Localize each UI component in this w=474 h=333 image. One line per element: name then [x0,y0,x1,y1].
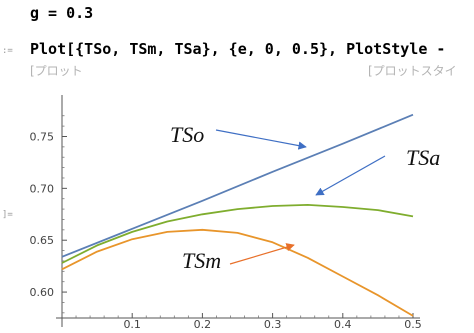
annotation-layer: TSo TSa TSm [170,122,440,273]
annotation-arrow-tsm [229,243,295,265]
annotation-label-tsa: TSa [406,145,440,170]
x-tick-label: 0.2 [194,318,212,331]
autocomplete-hint-plot[interactable]: [プロット [30,64,83,78]
series-line-tsa [61,203,414,264]
series-layer [61,113,414,317]
annotation-label-tso: TSo [170,122,204,147]
annotation-arrow-tso [215,129,307,150]
series-line-tsm [61,228,414,317]
y-tick-label: 0.60 [30,286,55,299]
x-tick-label: 0.4 [334,318,352,331]
series-line-tso [61,113,414,258]
plot-axes: 0.1 0.2 0.3 0.4 0.5 0.60 0.65 0.70 0.75 [30,95,422,331]
x-tick-label: 0.5 [404,318,422,331]
annotation-arrow-tsa [315,155,386,196]
output-cell-marker: ]= [2,210,13,220]
plot-command-input[interactable]: Plot[{TSo, TSm, TSa}, {e, 0, 0.5}, PlotS… [30,40,446,58]
annotation-label-tsm: TSm [182,248,221,273]
y-tick-label: 0.75 [30,130,55,143]
x-tick-label: 0.1 [123,318,141,331]
autocomplete-hint-plotstyle[interactable]: [プロットスタイ [368,64,457,78]
assignment-input[interactable]: g = 0.3 [30,4,94,22]
y-tick-label: 0.70 [30,182,55,195]
y-tick-label: 0.65 [30,234,55,247]
x-tick-label: 0.3 [264,318,282,331]
input-cell-marker: := [2,46,13,56]
